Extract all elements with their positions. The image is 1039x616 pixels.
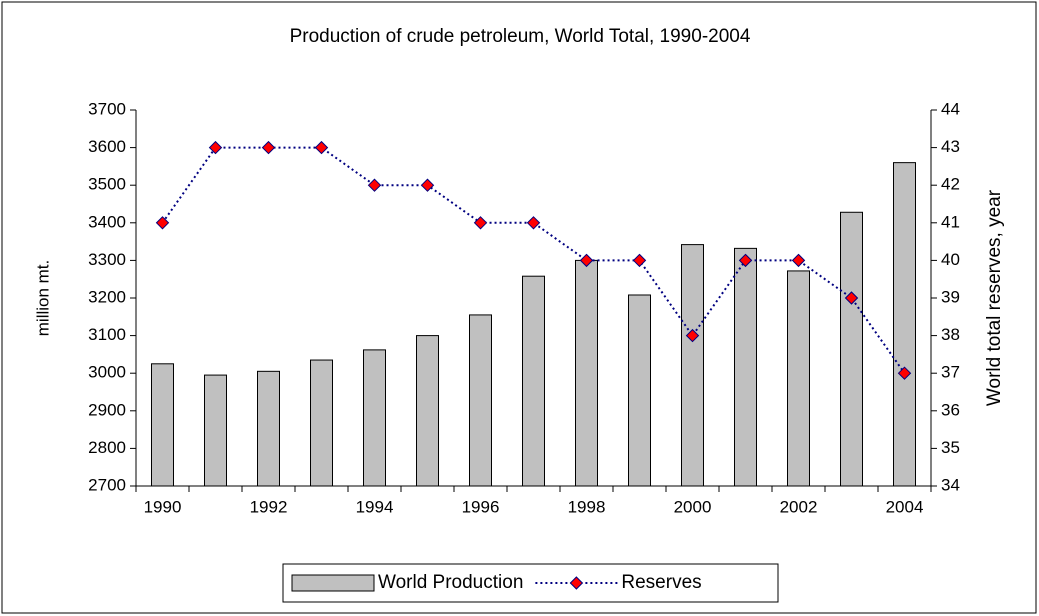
x-tick-label: 2004 <box>886 497 924 516</box>
y2-tick-label: 40 <box>941 250 960 269</box>
y-tick-label: 2700 <box>88 475 126 494</box>
y-tick-label: 3200 <box>88 287 126 306</box>
y-tick-label: 3100 <box>88 325 126 344</box>
y-tick-label: 3700 <box>88 99 126 118</box>
bar <box>893 162 916 487</box>
legend-marker <box>569 576 584 590</box>
y2-tick-label: 37 <box>941 363 960 382</box>
bar <box>575 259 598 487</box>
bar <box>628 294 651 487</box>
y-tick-label: 3500 <box>88 175 126 194</box>
y-tick-label: 2900 <box>88 400 126 419</box>
line-marker <box>261 140 276 155</box>
bar <box>787 270 810 487</box>
line-marker <box>208 140 223 155</box>
bar <box>363 349 386 487</box>
line-marker <box>738 253 753 268</box>
y2-tick-label: 41 <box>941 212 960 231</box>
y-tick-label: 3000 <box>88 363 126 382</box>
y2-tick-label: 42 <box>941 175 960 194</box>
y-tick-label: 3600 <box>88 137 126 156</box>
y-axis-label: million mt. <box>33 260 52 337</box>
line-marker <box>526 216 541 230</box>
y-tick-label: 2800 <box>88 438 126 457</box>
y2-axis-label: World total reserves, year <box>984 189 1005 406</box>
line-marker <box>791 253 806 268</box>
bar <box>310 359 333 487</box>
y2-tick-label: 34 <box>941 475 960 494</box>
bar <box>204 374 227 487</box>
bar <box>734 247 757 487</box>
legend-swatch <box>291 574 375 592</box>
x-tick-label: 2000 <box>674 497 712 516</box>
line <box>161 146 906 374</box>
y2-tick-label: 43 <box>941 137 960 156</box>
bar <box>151 363 174 487</box>
line-marker <box>844 291 859 305</box>
y2-tick-label: 39 <box>941 287 960 306</box>
x-tick-label: 1992 <box>250 497 288 516</box>
bar <box>469 314 492 487</box>
y2-tick-label: 38 <box>941 325 960 344</box>
legend-label: Reserves <box>621 572 701 593</box>
line-marker <box>579 253 594 268</box>
bar <box>257 370 280 487</box>
line-marker <box>367 178 382 192</box>
line-marker <box>420 178 435 192</box>
x-tick-label: 1998 <box>568 497 606 516</box>
line-marker <box>155 216 170 230</box>
line-marker <box>314 140 329 155</box>
x-tick-label: 1996 <box>462 497 500 516</box>
y2-tick-label: 35 <box>941 438 960 457</box>
line-marker <box>473 216 488 230</box>
x-tick-label: 1994 <box>356 497 394 516</box>
x-tick-label: 2002 <box>780 497 818 516</box>
y2-tick-label: 44 <box>941 99 960 118</box>
line-marker <box>632 253 647 268</box>
bar <box>681 244 704 487</box>
x-tick-label: 1990 <box>144 497 182 516</box>
chart-title: Production of crude petroleum, World Tot… <box>290 26 751 47</box>
bar <box>840 211 863 487</box>
y-tick-label: 3300 <box>88 250 126 269</box>
bar <box>522 275 545 487</box>
y2-tick-label: 36 <box>941 400 960 419</box>
line-marker <box>897 366 912 380</box>
line-marker <box>685 328 700 343</box>
bar <box>416 335 439 487</box>
legend-label: World Production <box>378 572 523 593</box>
y-tick-label: 3400 <box>88 212 126 231</box>
